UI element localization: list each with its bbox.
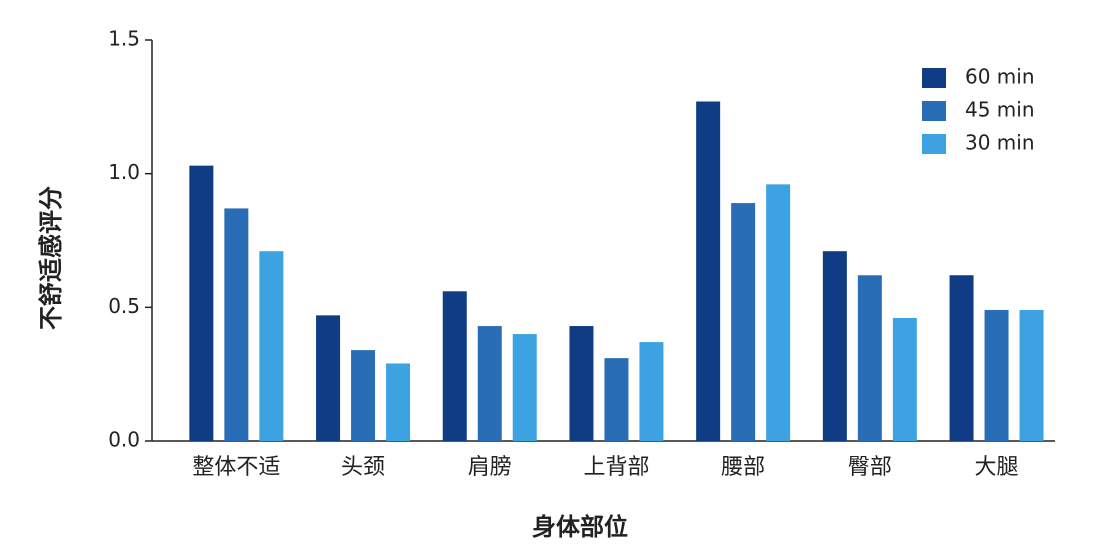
bar: [822, 251, 847, 441]
x-tick-label: 整体不适: [192, 455, 280, 480]
x-tick-label: 肩膀: [468, 455, 512, 480]
bar: [696, 101, 721, 441]
bar: [949, 275, 974, 441]
legend-swatch: [922, 68, 946, 88]
bar: [351, 350, 376, 441]
bar: [892, 318, 917, 441]
bar: [316, 315, 341, 441]
bar: [442, 291, 467, 441]
bar: [731, 203, 756, 441]
x-tick-label: 腰部: [721, 455, 765, 480]
x-axis-title: 身体部位: [532, 513, 628, 541]
bar: [386, 363, 411, 441]
y-tick-label: 0.5: [108, 294, 140, 318]
x-tick-label: 头颈: [341, 455, 385, 480]
bar: [1019, 310, 1044, 441]
bar: [512, 334, 537, 441]
legend-label: 45 min: [965, 98, 1035, 122]
legend-swatch: [922, 101, 946, 121]
bar: [569, 326, 594, 441]
bar: [189, 165, 214, 441]
bar: [477, 326, 502, 441]
x-tick-label: 上背部: [583, 455, 649, 480]
legend-label: 30 min: [965, 131, 1035, 155]
x-tick-label: 臀部: [848, 455, 892, 480]
y-tick-label: 1.0: [108, 160, 140, 184]
bar: [604, 358, 629, 441]
bar: [224, 208, 249, 441]
bar: [984, 310, 1009, 441]
y-axis-title: 不舒适感评分: [37, 186, 65, 330]
bar: [639, 342, 664, 441]
bar: [857, 275, 882, 441]
bar: [766, 184, 791, 442]
bar: [259, 251, 284, 441]
legend-swatch: [922, 134, 946, 154]
x-tick-label: 大腿: [975, 455, 1019, 480]
y-tick-label: 1.5: [108, 27, 140, 51]
legend-label: 60 min: [965, 65, 1035, 89]
y-tick-label: 0.0: [108, 428, 140, 452]
